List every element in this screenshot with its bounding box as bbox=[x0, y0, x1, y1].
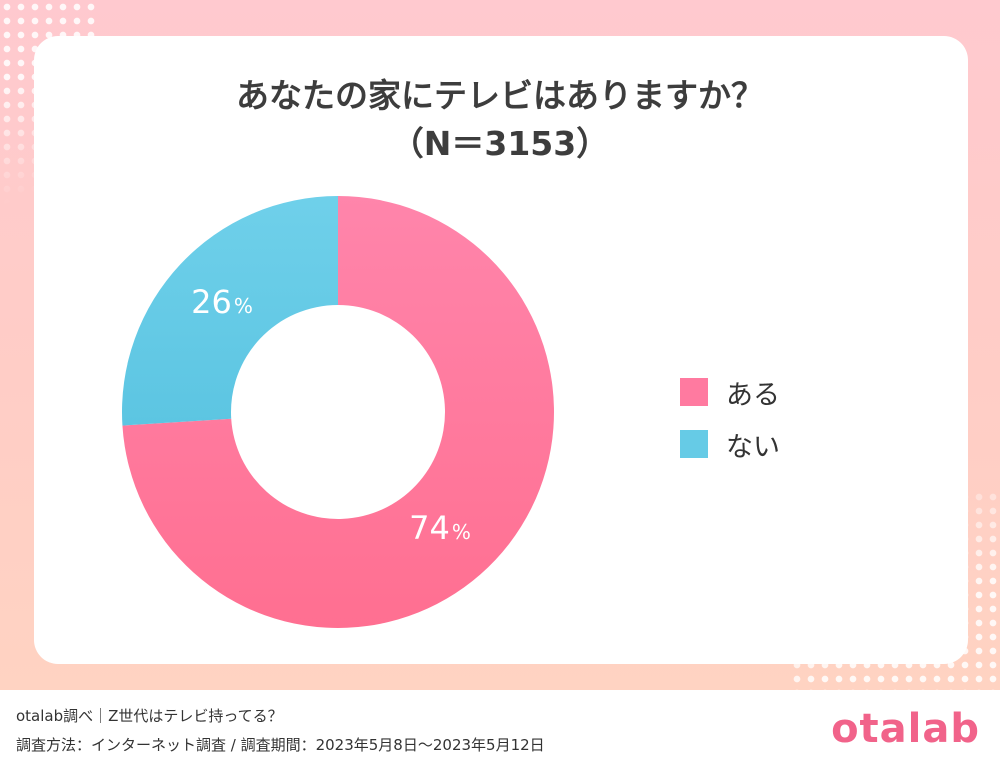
legend-swatch-aru bbox=[680, 378, 708, 406]
slice-label-nai: 26% bbox=[191, 283, 253, 321]
footer-source: otalab調べ｜Z世代はテレビ持ってる？ bbox=[16, 707, 283, 725]
legend-label-aru: ある bbox=[726, 379, 780, 411]
donut-slice-aru bbox=[122, 196, 555, 628]
chart-subtitle: （N＝3153） bbox=[390, 124, 610, 163]
slice-label-aru: 74% bbox=[409, 509, 471, 547]
chart-legend: ある ない bbox=[680, 366, 780, 470]
legend-swatch-nai bbox=[680, 430, 708, 458]
legend-label-nai: ない bbox=[726, 431, 780, 463]
footer-method: 調査方法：インターネット調査 / 調査期間：2023年5月8日〜2023年5月1… bbox=[16, 736, 545, 754]
chart-title: あなたの家にテレビはありますか？ bbox=[236, 76, 764, 115]
otalab-logo: otalab bbox=[831, 706, 980, 752]
donut-slice-nai bbox=[122, 196, 338, 426]
legend-item-nai: ない bbox=[680, 418, 780, 470]
legend-item-aru: ある bbox=[680, 366, 780, 418]
